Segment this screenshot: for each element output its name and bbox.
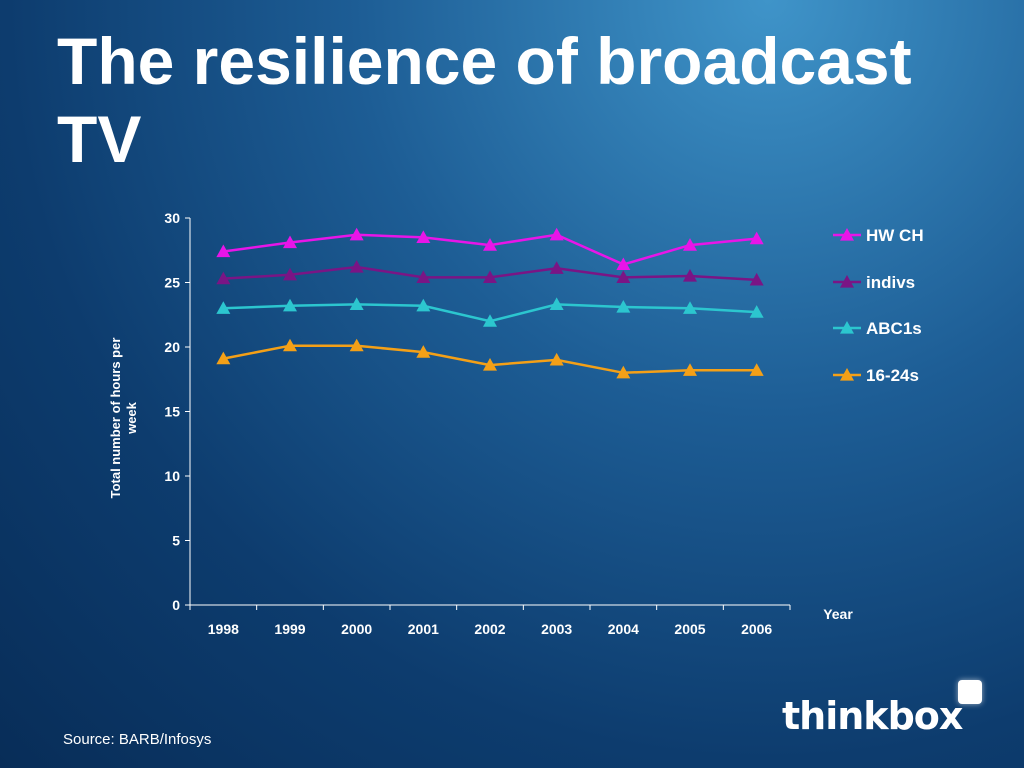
data-point (283, 298, 297, 312)
y-tick-label: 5 (172, 533, 180, 549)
data-point (683, 269, 697, 282)
data-point (616, 257, 631, 271)
x-tick-label: 2002 (474, 621, 505, 637)
y-tick-label: 25 (164, 275, 180, 291)
data-point (349, 227, 364, 241)
logo-square-icon (958, 680, 982, 704)
legend-label: ABC1s (866, 319, 922, 338)
legend-marker (840, 275, 854, 288)
data-point (416, 298, 431, 312)
data-point (483, 314, 497, 327)
legend-label: indivs (866, 273, 915, 292)
data-point (416, 230, 431, 243)
x-tick-label: 1998 (208, 621, 239, 637)
data-point (216, 271, 231, 285)
data-point (349, 260, 364, 273)
data-point (216, 351, 231, 365)
data-point (683, 363, 697, 376)
y-tick-label: 20 (164, 339, 180, 355)
data-point (616, 300, 631, 313)
data-point (283, 267, 297, 281)
x-tick-label: 2005 (674, 621, 705, 637)
data-point (749, 305, 764, 318)
data-point (616, 365, 631, 379)
data-point (283, 338, 297, 352)
legend-marker (840, 228, 854, 241)
x-tick-label: 1999 (274, 621, 305, 637)
legend-label: HW CH (866, 226, 924, 245)
data-point (683, 301, 697, 314)
data-point (483, 238, 497, 251)
y-tick-label: 30 (164, 210, 180, 226)
data-point (416, 345, 431, 358)
legend-marker (840, 368, 854, 381)
data-point (549, 352, 564, 366)
data-point (683, 238, 697, 251)
x-tick-label: 2000 (341, 621, 372, 637)
data-point (349, 338, 364, 352)
data-point (549, 297, 564, 311)
y-tick-label: 15 (164, 404, 180, 420)
data-point (416, 270, 431, 283)
data-point (749, 363, 764, 376)
x-tick-label: 2003 (541, 621, 572, 637)
x-axis-title: Year (823, 606, 853, 622)
data-point (549, 261, 564, 274)
data-point (749, 231, 764, 245)
x-tick-label: 2006 (741, 621, 772, 637)
source-note: Source: BARB/Infosys (63, 731, 212, 748)
legend-label: 16-24s (866, 366, 919, 385)
data-point (483, 270, 497, 283)
y-tick-label: 10 (164, 468, 180, 484)
x-tick-label: 2001 (408, 621, 439, 637)
data-point (616, 270, 631, 283)
data-point (549, 227, 564, 241)
x-tick-label: 2004 (608, 621, 639, 637)
data-point (216, 301, 231, 314)
data-point (749, 272, 764, 286)
logo-text: thinkbox (782, 694, 963, 738)
legend-marker (840, 321, 854, 334)
y-axis-title: Total number of hours perweek (108, 338, 139, 499)
data-point (349, 297, 364, 311)
slide-title: The resilience of broadcast TV (57, 24, 912, 176)
y-tick-label: 0 (172, 597, 180, 613)
data-point (483, 358, 497, 371)
data-point (283, 235, 297, 249)
data-point (216, 244, 231, 258)
